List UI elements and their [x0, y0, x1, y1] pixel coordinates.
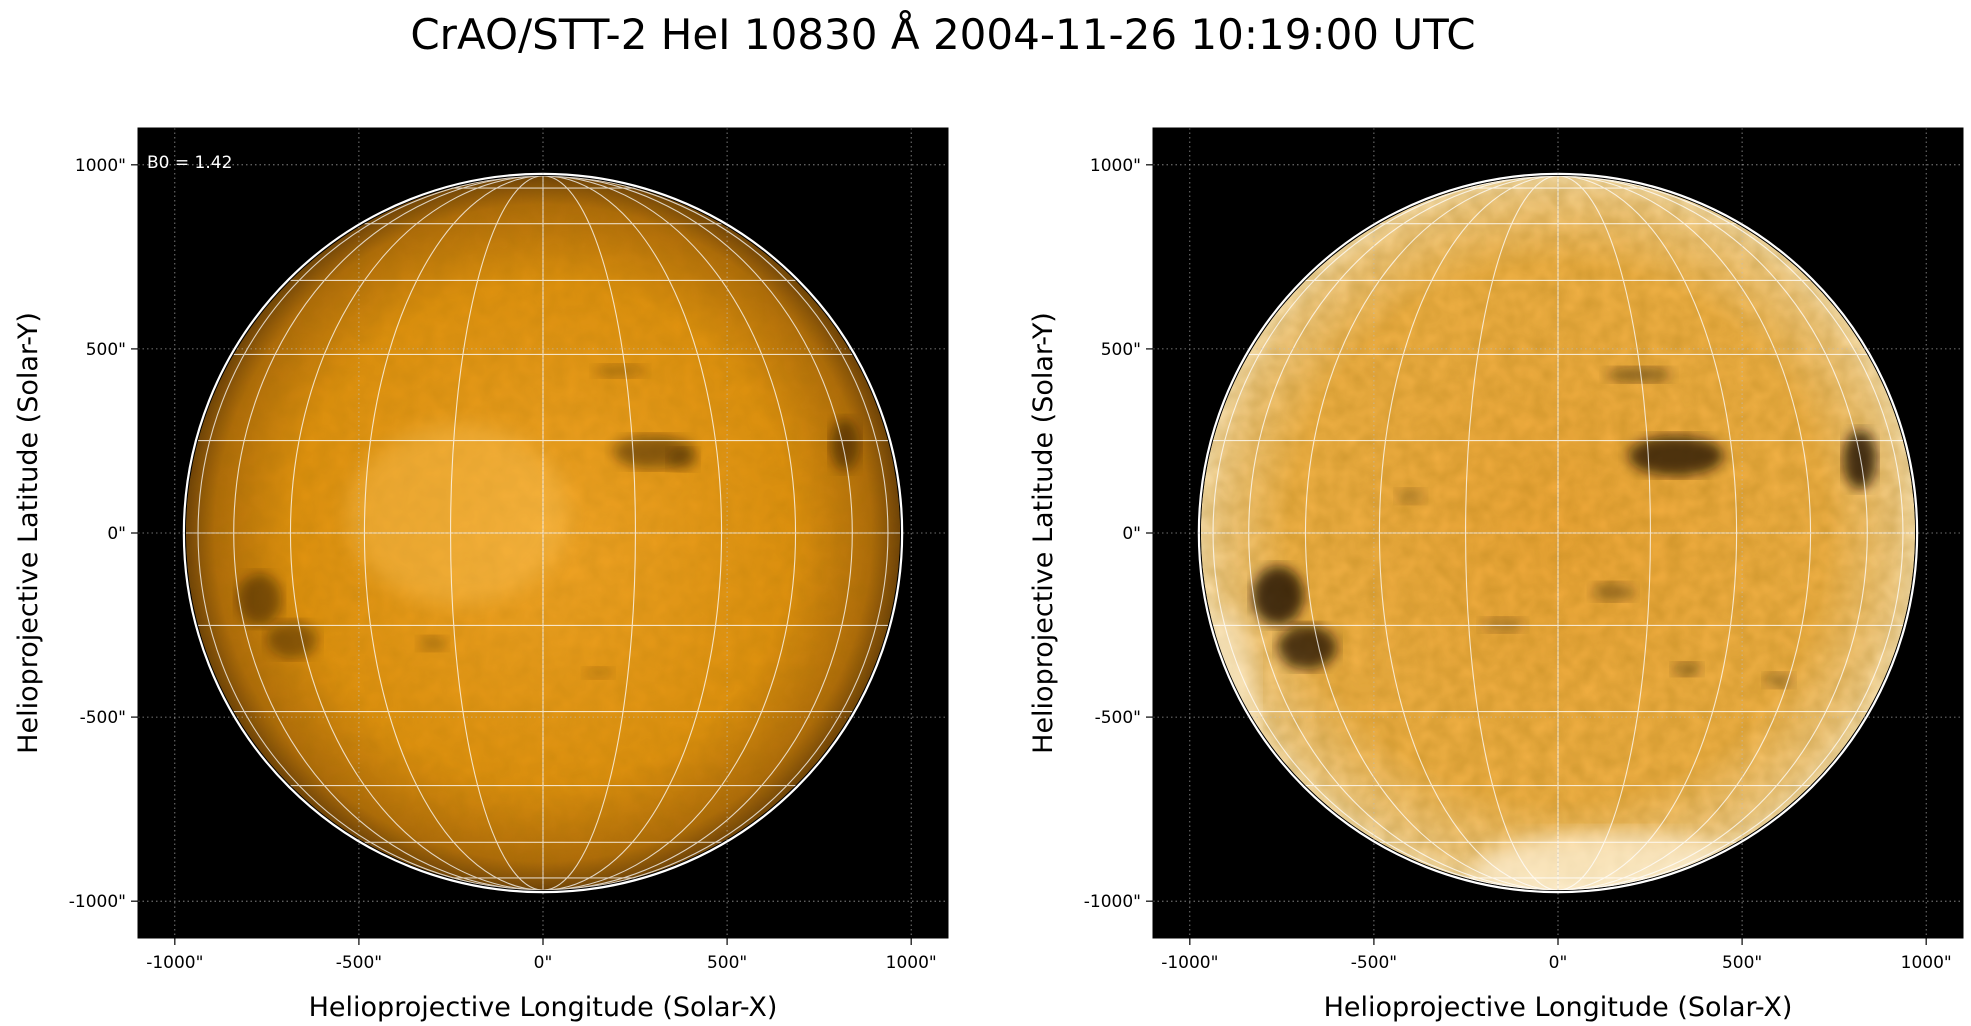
dark-filament — [668, 448, 698, 471]
dark-filament — [1672, 662, 1702, 676]
dark-filament — [1627, 435, 1724, 476]
dark-filament — [1605, 367, 1673, 383]
dark-filament — [1843, 429, 1877, 489]
bright-region — [348, 424, 569, 605]
x-tick-label: -500" — [1351, 953, 1397, 973]
x-tick-label: 500" — [1722, 953, 1762, 973]
dark-filament — [1591, 582, 1636, 602]
longitude-line — [1557, 175, 1868, 891]
x-tick-label: 0" — [1549, 953, 1568, 973]
heliographic-grid — [185, 175, 901, 891]
coordinate-gridlines — [138, 128, 948, 938]
longitude-line — [1557, 175, 1738, 891]
x-tick-label: -500" — [336, 953, 382, 973]
longitude-line — [542, 175, 636, 891]
longitude-line — [289, 175, 544, 891]
dark-filament — [417, 636, 448, 651]
x-axis-label: Helioprojective Longitude (Solar-X) — [1324, 992, 1793, 1023]
dark-filament — [1764, 672, 1794, 688]
x-tick-label: 1000" — [886, 953, 937, 973]
x-axis-label: Helioprojective Longitude (Solar-X) — [309, 992, 778, 1023]
longitude-line — [1304, 175, 1559, 891]
y-tick-label: 1000" — [1090, 156, 1141, 176]
figure-title: CrAO/STT-2 HeI 10830 Å 2004-11-26 10:19:… — [410, 10, 1476, 59]
y-axis-label: Helioprojective Latitude (Solar-Y) — [1028, 312, 1059, 754]
longitude-line — [1212, 175, 1559, 891]
panel-left: -1000" 1000" -500" 500" 0" 0" 500" -500" 1000" -1… — [13, 127, 949, 1023]
dark-filament — [266, 621, 319, 659]
coordinate-gridlines — [1153, 128, 1963, 938]
dark-filament — [594, 364, 647, 378]
panel-right: -1000" 1000" -500" 500" 0" 0" 500" -500" 1000" -1… — [1028, 127, 1964, 1023]
y-tick-label: 0" — [107, 524, 126, 544]
dark-filament — [1278, 625, 1338, 670]
x-tick-label: -1000" — [1161, 953, 1218, 973]
longitude-line — [542, 175, 853, 891]
dark-filament — [583, 667, 613, 679]
dark-filament — [830, 418, 860, 471]
y-tick-label: -1000" — [1084, 892, 1141, 912]
longitude-line — [1465, 175, 1559, 891]
y-tick-label: 500" — [86, 340, 126, 360]
longitude-line — [1557, 175, 1904, 891]
x-tick-label: 1000" — [1901, 953, 1952, 973]
dark-filament — [237, 573, 282, 626]
y-tick-label: -500" — [80, 708, 126, 728]
dark-filament — [1252, 566, 1304, 626]
y-tick-label: -500" — [1095, 708, 1141, 728]
dark-filament — [1396, 488, 1426, 504]
x-tick-label: 500" — [707, 953, 747, 973]
x-tick-label: 0" — [534, 953, 553, 973]
longitude-line — [450, 175, 544, 891]
y-tick-label: -1000" — [69, 892, 126, 912]
longitude-line — [542, 175, 723, 891]
y-axis-label: Helioprojective Latitude (Solar-Y) — [13, 312, 44, 754]
longitude-line — [197, 175, 544, 891]
y-tick-label: 500" — [1101, 340, 1141, 360]
longitude-line — [1557, 175, 1651, 891]
b0-annotation: B0 = 1.42 — [147, 153, 232, 173]
x-tick-label: -1000" — [146, 953, 203, 973]
bright-limb-region — [1473, 831, 1754, 891]
y-tick-label: 0" — [1122, 524, 1141, 544]
y-tick-label: 1000" — [75, 156, 126, 176]
longitude-line — [542, 175, 889, 891]
